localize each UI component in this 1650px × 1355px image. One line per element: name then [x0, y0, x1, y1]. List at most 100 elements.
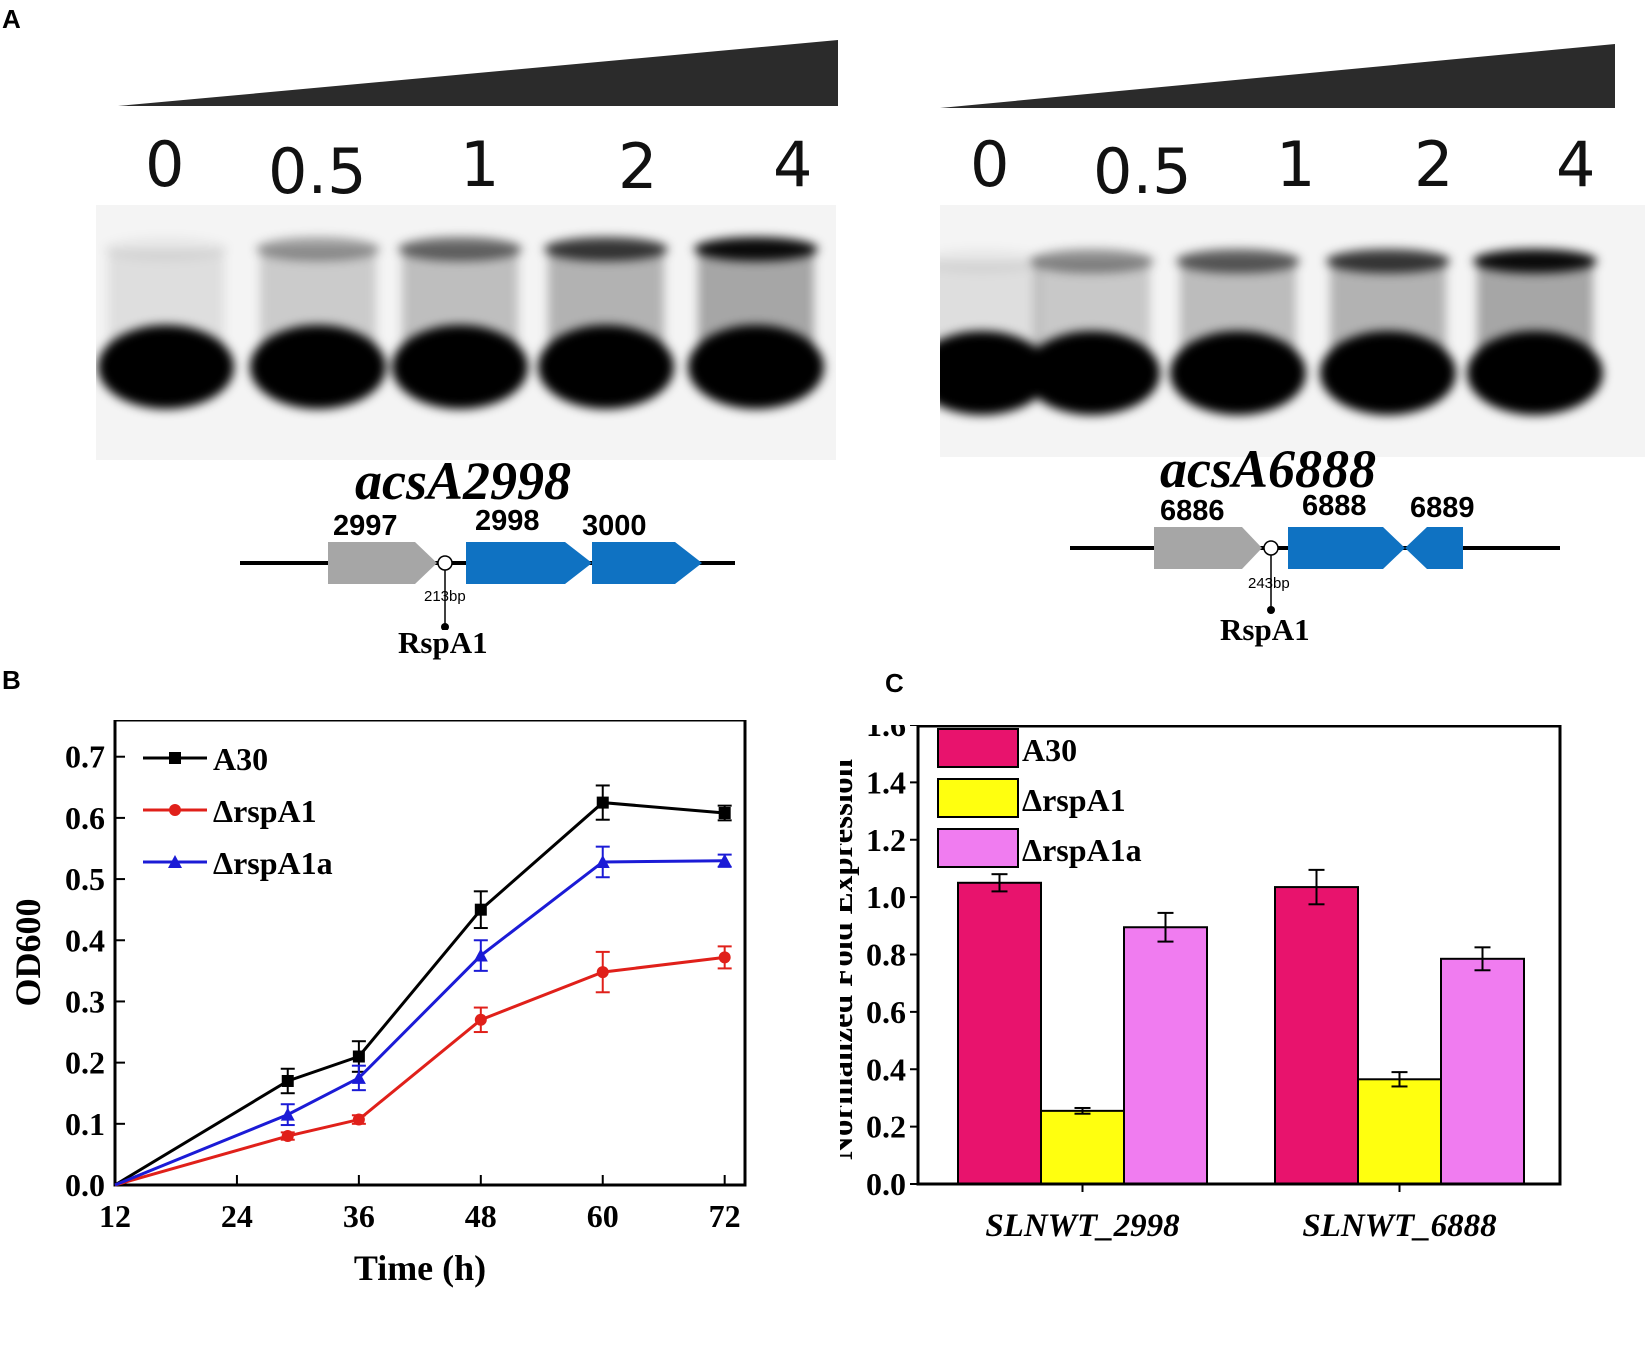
data-point: [280, 1107, 295, 1121]
lane-label: 2: [1414, 128, 1454, 201]
distance-label: 243bp: [1248, 575, 1290, 592]
bar: [1274, 886, 1359, 1185]
smear: [1330, 261, 1446, 373]
gene-title: acsA6888: [1160, 439, 1376, 499]
x-tick-label: 24: [221, 1198, 253, 1234]
legend-swatch: [937, 778, 1019, 818]
gene-label: 2997: [333, 510, 398, 542]
bar: [1440, 957, 1525, 1185]
expression-bar-chart: SLNWT_2998 SLNWT_6888 0.0 0.2 0.4 0.6 0.8 1.0 1.…: [840, 725, 1562, 1244]
data-point: [474, 903, 487, 916]
series-square: [114, 784, 732, 1187]
gene-label: 6888: [1302, 490, 1367, 522]
gene-map: [240, 542, 735, 630]
data-point: [718, 951, 731, 964]
distance-label: 213bp: [424, 588, 466, 605]
lane-label: 0: [970, 128, 1010, 201]
data-point: [473, 948, 488, 962]
data-point: [169, 804, 181, 816]
data-point: [351, 1070, 366, 1084]
concentration-gradient-left: [118, 40, 838, 106]
regulator-label: RspA1: [1220, 612, 1310, 647]
y-tick-label: 0.4: [866, 1051, 906, 1087]
gene-label: 6889: [1410, 492, 1475, 524]
y-tick-label: 0.5: [65, 861, 105, 897]
y-axis-label: OD600: [8, 899, 48, 1007]
emsa-gel-image: [96, 205, 836, 460]
legend-label: A30: [213, 741, 268, 777]
gene-label: 6886: [1160, 495, 1225, 527]
x-tick-label: 60: [587, 1198, 619, 1234]
series-triangle: [114, 845, 732, 1187]
data-point: [595, 854, 610, 868]
shifted-band: [256, 237, 380, 261]
concentration-gradient-right: [940, 44, 1615, 108]
y-tick-label: 0.3: [65, 983, 105, 1019]
lane-label: 1: [460, 128, 500, 201]
gene-title: acsA2998: [355, 451, 571, 511]
legend-label: A30: [1022, 732, 1077, 768]
growth-curve-chart: 0.0 0.1 0.2 0.3 0.4 0.5 0.6 0.7 12 24 36 48 60 72 Time…: [8, 720, 747, 1288]
data-point: [352, 1113, 365, 1126]
panel-label-a: A: [2, 4, 21, 34]
y-axis-label: Normalized Fold Expression: [840, 759, 860, 1160]
x-category-label: SLNWT_2998: [985, 1208, 1179, 1244]
y-tick-label: 0.1: [65, 1106, 105, 1142]
series-line: [114, 801, 725, 1187]
data-point: [168, 855, 182, 868]
y-tick-label: 0.6: [65, 800, 105, 836]
shifted-band: [1030, 249, 1154, 273]
shifted-band: [398, 237, 522, 261]
y-tick-label: 0.0: [866, 1166, 906, 1202]
regulator-label: RspA1: [398, 625, 488, 660]
shifted-band: [694, 237, 818, 261]
x-tick-label: 12: [99, 1198, 131, 1234]
shifted-band: [544, 237, 668, 261]
bar: [1357, 1078, 1442, 1185]
legend-label: ΔrspA1a: [1022, 832, 1142, 868]
plot-frame: [113, 720, 747, 1187]
x-category-label: SLNWT_6888: [1302, 1208, 1496, 1244]
data-point: [596, 796, 609, 809]
smear: [108, 249, 224, 367]
x-tick-label: 72: [709, 1198, 741, 1234]
y-tick-label: 1.4: [866, 764, 906, 800]
data-point: [281, 1130, 294, 1143]
lane-label: 4: [1556, 128, 1596, 201]
y-tick-label: 1.0: [866, 879, 906, 915]
smear: [698, 249, 814, 367]
smear: [402, 249, 518, 367]
panel-label-c: C: [885, 668, 904, 698]
lane-label: 4: [773, 128, 813, 201]
lane-label: 0: [145, 128, 185, 201]
bar: [1123, 926, 1208, 1185]
lane-label: 2: [618, 130, 658, 203]
y-tick-label: 0.8: [866, 937, 906, 973]
gene-label: 3000: [582, 510, 647, 542]
smear: [1180, 261, 1296, 373]
legend-swatch: [937, 728, 1019, 768]
y-tick-label: 0.4: [65, 922, 105, 958]
series-circle: [114, 945, 732, 1187]
legend-label: ΔrspA1: [1022, 782, 1126, 818]
gene-map: [1070, 527, 1560, 614]
data-point: [718, 807, 731, 819]
smear: [1034, 261, 1150, 373]
y-tick-label: 0.6: [866, 994, 906, 1030]
data-point: [596, 966, 609, 979]
x-tick-label: 48: [465, 1198, 497, 1234]
shifted-band: [1176, 249, 1300, 273]
legend-label: ΔrspA1a: [213, 845, 333, 881]
series-line: [114, 955, 725, 1187]
data-point: [717, 853, 732, 867]
y-tick-label: 0.7: [65, 739, 105, 775]
smear: [1477, 261, 1593, 373]
y-tick-label: 1.2: [866, 822, 906, 858]
x-axis-label: Time (h): [354, 1248, 486, 1288]
data-point: [281, 1074, 294, 1087]
data-point: [474, 1013, 487, 1026]
series-line: [114, 859, 725, 1187]
shifted-band: [1473, 249, 1597, 273]
gene-label: 2998: [475, 505, 540, 537]
data-point: [169, 752, 181, 764]
